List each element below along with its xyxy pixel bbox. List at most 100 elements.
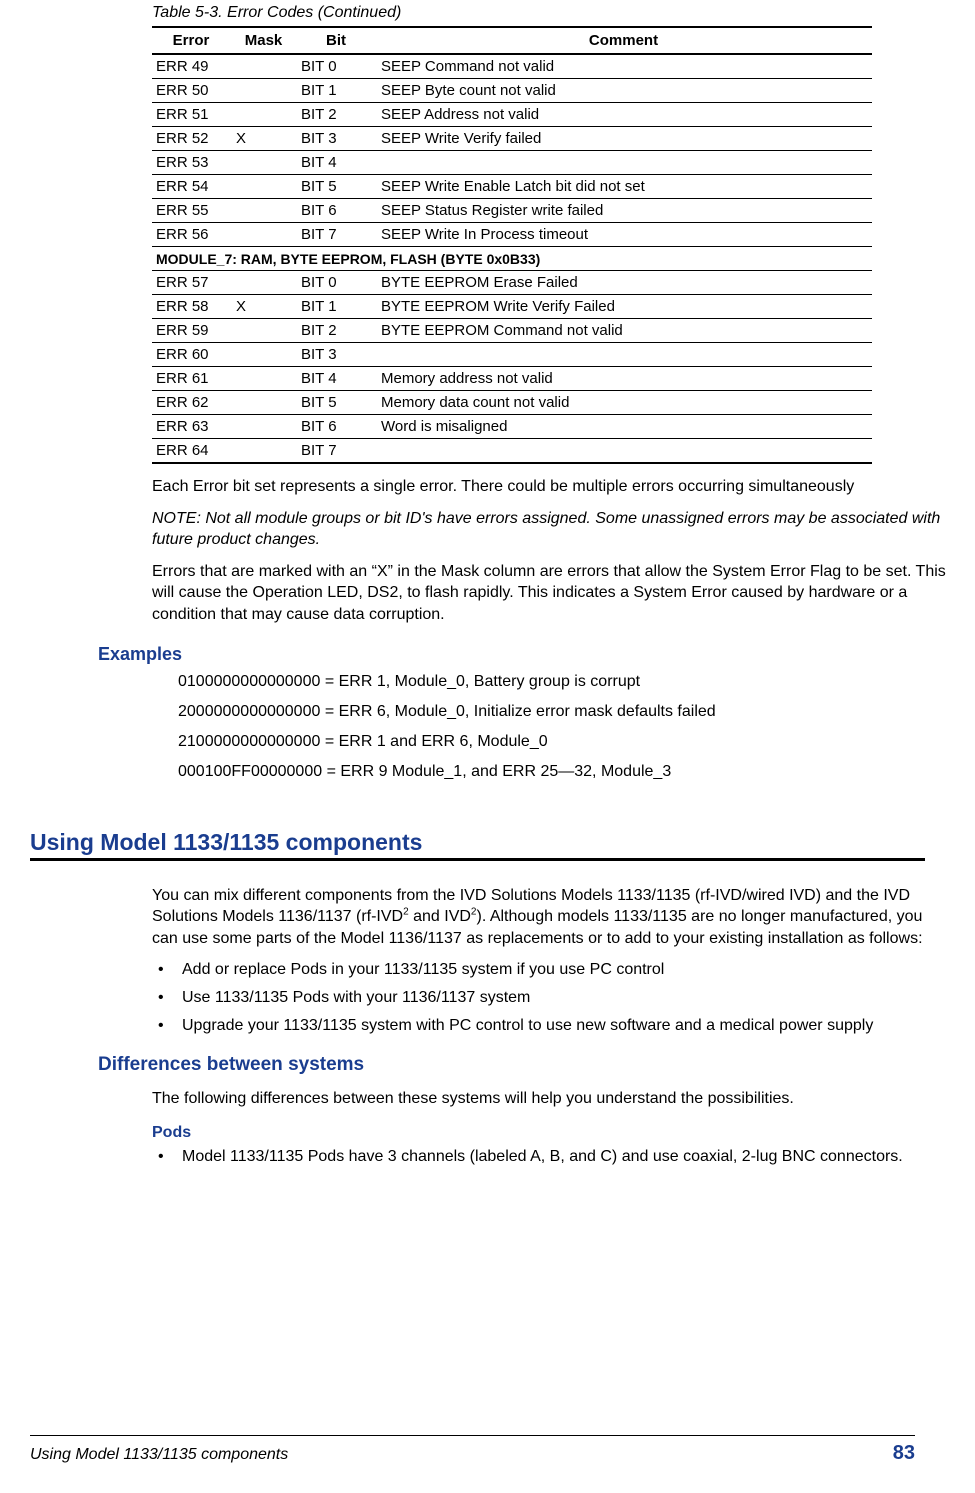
table-row: ERR 54 BIT 5SEEP Write Enable Latch bit d… [152,175,872,199]
cell-mask [232,54,297,79]
section-cell: MODULE_7: RAM, BYTE EEPROM, FLASH (BYTE … [152,247,872,271]
cell-error: ERR 56 [152,223,232,247]
table-row: MODULE_7: RAM, BYTE EEPROM, FLASH (BYTE … [152,247,872,271]
cell-mask [232,319,297,343]
table-row: ERR 52XBIT 3SEEP Write Verify failed [152,127,872,151]
cell-bit: BIT 7 [297,439,377,464]
cell-comment [377,151,872,175]
table-row: ERR 62BIT 5Memory data count not valid [152,391,872,415]
paragraph: Errors that are marked with an “X” in th… [152,561,952,626]
example-line: 000100FF00000000 = ERR 9 Module_1, and E… [178,763,915,781]
section-intro: You can mix different components from th… [152,885,952,950]
cell-bit: BIT 6 [297,415,377,439]
examples-heading: Examples [98,644,915,665]
cell-error: ERR 60 [152,343,232,367]
cell-mask [232,271,297,295]
cell-mask [232,199,297,223]
subsubsection-heading: Pods [152,1124,915,1142]
note-paragraph: NOTE: Not all module groups or bit ID's … [152,508,952,551]
cell-error: ERR 50 [152,79,232,103]
cell-mask [232,151,297,175]
cell-mask [232,103,297,127]
page-number: 83 [893,1442,915,1465]
cell-bit: BIT 2 [297,103,377,127]
cell-error: ERR 61 [152,367,232,391]
cell-comment: SEEP Status Register write failed [377,199,872,223]
cell-error: ERR 58 [152,295,232,319]
cell-comment: SEEP Command not valid [377,54,872,79]
cell-comment: SEEP Byte count not valid [377,79,872,103]
cell-bit: BIT 5 [297,391,377,415]
cell-comment: SEEP Write In Process timeout [377,223,872,247]
cell-error: ERR 64 [152,439,232,464]
text: and IVD [409,908,471,925]
cell-error: ERR 51 [152,103,232,127]
cell-comment: Memory address not valid [377,367,872,391]
table-row: ERR 60 BIT 3 [152,343,872,367]
cell-mask [232,175,297,199]
cell-bit: BIT 0 [297,54,377,79]
cell-bit: BIT 6 [297,199,377,223]
table-row: ERR 50BIT 1SEEP Byte count not valid [152,79,872,103]
cell-mask [232,391,297,415]
cell-comment: BYTE EEPROM Command not valid [377,319,872,343]
cell-bit: BIT 3 [297,343,377,367]
list-item: Use 1133/1135 Pods with your 1136/1137 s… [152,987,915,1009]
table-row: ERR 58XBIT 1BYTE EEPROM Write Verify Fai… [152,295,872,319]
table-row: ERR 61 BIT 4Memory address not valid [152,367,872,391]
cell-error: ERR 59 [152,319,232,343]
section-rule [30,858,925,861]
cell-comment: SEEP Write Enable Latch bit did not set [377,175,872,199]
cell-comment [377,343,872,367]
cell-bit: BIT 5 [297,175,377,199]
example-line: 0100000000000000 = ERR 1, Module_0, Batt… [178,673,915,691]
cell-comment: Word is misaligned [377,415,872,439]
cell-bit: BIT 4 [297,367,377,391]
cell-error: ERR 49 [152,54,232,79]
example-line: 2100000000000000 = ERR 1 and ERR 6, Modu… [178,733,915,751]
cell-error: ERR 63 [152,415,232,439]
cell-bit: BIT 2 [297,319,377,343]
cell-error: ERR 54 [152,175,232,199]
table-caption: Table 5-3. Error Codes (Continued) [152,4,915,22]
cell-bit: BIT 0 [297,271,377,295]
table-header-row: Error Mask Bit Comment [152,27,872,54]
table-row: ERR 63 BIT 6Word is misaligned [152,415,872,439]
paragraph: Each Error bit set represents a single e… [152,476,952,498]
cell-mask: X [232,295,297,319]
col-bit: Bit [297,27,377,54]
cell-comment: BYTE EEPROM Erase Failed [377,271,872,295]
cell-comment: BYTE EEPROM Write Verify Failed [377,295,872,319]
col-error: Error [152,27,232,54]
table-row: ERR 56 BIT 7SEEP Write In Process timeout [152,223,872,247]
page-footer: Using Model 1133/1135 components 83 [30,1435,915,1465]
cell-bit: BIT 7 [297,223,377,247]
table-row: ERR 49 BIT 0SEEP Command not valid [152,54,872,79]
cell-error: ERR 57 [152,271,232,295]
cell-mask [232,223,297,247]
error-codes-table: Error Mask Bit Comment ERR 49BIT 0SEEP C… [152,26,872,464]
cell-mask: X [232,127,297,151]
table-row: ERR 57 BIT 0BYTE EEPROM Erase Failed [152,271,872,295]
cell-bit: BIT 3 [297,127,377,151]
cell-bit: BIT 1 [297,295,377,319]
table-row: ERR 55 BIT 6SEEP Status Register write fa… [152,199,872,223]
table-row: ERR 64 BIT 7 [152,439,872,464]
cell-comment [377,439,872,464]
cell-mask [232,415,297,439]
subsection-heading: Differences between systems [98,1054,915,1076]
list-item: Model 1133/1135 Pods have 3 channels (la… [152,1146,915,1168]
cell-mask [232,367,297,391]
cell-error: ERR 53 [152,151,232,175]
cell-error: ERR 62 [152,391,232,415]
list-item: Upgrade your 1133/1135 system with PC co… [152,1015,915,1037]
example-line: 2000000000000000 = ERR 6, Module_0, Init… [178,703,915,721]
cell-mask [232,343,297,367]
col-comment: Comment [377,27,872,54]
cell-error: ERR 55 [152,199,232,223]
cell-bit: BIT 4 [297,151,377,175]
table-row: ERR 53 BIT 4 [152,151,872,175]
table-row: ERR 51BIT 2SEEP Address not valid [152,103,872,127]
cell-mask [232,79,297,103]
list-item: Add or replace Pods in your 1133/1135 sy… [152,959,915,981]
